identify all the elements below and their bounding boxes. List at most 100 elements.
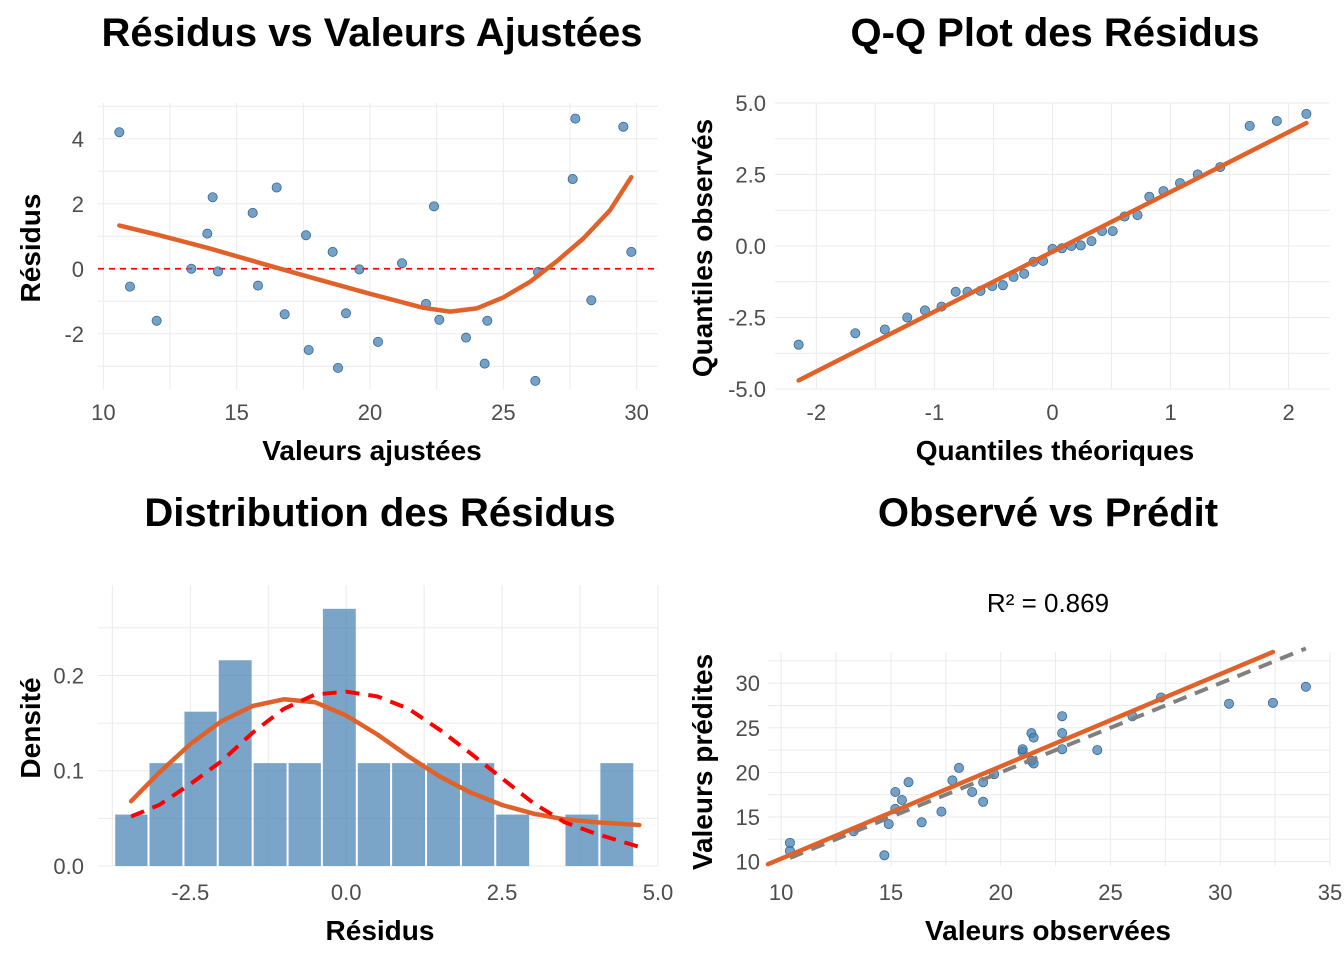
x-tick-label: 2: [1283, 400, 1295, 425]
x-tick-label: -2.5: [171, 880, 209, 905]
panel-residuals-vs-fitted: Résidus vs Valeurs Ajustées 10 15 20 25 30-2…: [15, 11, 658, 466]
data-point: [1057, 711, 1068, 722]
y-tick-label: 15: [736, 805, 760, 830]
panel-3-title: Distribution des Résidus: [144, 491, 615, 535]
panel-1-points: [114, 113, 637, 386]
data-point: [151, 315, 162, 326]
data-point: [978, 796, 989, 807]
data-point: [967, 786, 978, 797]
y-tick-label: 0.0: [53, 854, 84, 879]
panel-1-y-axis-label: Résidus: [15, 194, 46, 303]
panel-observed-vs-predicted: Observé vs Prédit R² = 0.869 10 15 20 25 30 3…: [687, 491, 1342, 946]
data-point: [252, 280, 263, 291]
panel-1-title: Résidus vs Valeurs Ajustées: [101, 11, 642, 55]
data-point: [879, 324, 890, 335]
data-point: [186, 263, 197, 274]
x-tick-label: 25: [1098, 880, 1122, 905]
data-point: [586, 295, 597, 306]
panel-3-lines: [128, 689, 642, 849]
data-point: [327, 246, 338, 257]
data-point: [279, 309, 290, 320]
x-tick-label: 10: [769, 880, 793, 905]
data-point: [916, 817, 927, 828]
panel-3-bars: [115, 608, 634, 866]
x-tick-label: 0: [1046, 400, 1058, 425]
data-point: [618, 121, 629, 132]
data-point: [271, 182, 282, 193]
x-tick-label: 15: [224, 400, 248, 425]
panel-4-points: [784, 681, 1311, 861]
x-tick-label: 10: [91, 400, 115, 425]
data-point: [1019, 268, 1030, 279]
y-tick-label: 30: [736, 671, 760, 696]
data-point: [396, 258, 407, 269]
y-tick-label: 20: [736, 760, 760, 785]
panel-1-x-axis-label: Valeurs ajustées: [262, 435, 481, 466]
data-point: [354, 264, 365, 275]
data-point: [1300, 681, 1311, 692]
y-tick-label: 0.0: [735, 234, 766, 259]
data-point: [850, 328, 861, 339]
x-tick-label: 30: [1208, 880, 1232, 905]
data-point: [303, 344, 314, 355]
panel-1-tick-labels: 10 15 20 25 30 -2 0 2 4: [64, 127, 648, 425]
x-tick-label: 1: [1164, 400, 1176, 425]
data-point: [202, 228, 213, 239]
data-point: [793, 339, 804, 350]
panel-4-x-axis-label: Valeurs observées: [925, 915, 1171, 946]
histogram-bar: [288, 763, 321, 866]
panel-2-title: Q-Q Plot des Résidus: [851, 11, 1260, 55]
x-tick-label: 35: [1318, 880, 1342, 905]
data-point: [1107, 226, 1118, 237]
histogram-bar: [149, 763, 183, 866]
y-tick-label: 25: [736, 716, 760, 741]
panel-4-grid: [768, 652, 1331, 866]
histogram-bar: [115, 814, 148, 866]
panel-4-title: Observé vs Prédit: [878, 491, 1218, 535]
data-point: [479, 358, 490, 369]
data-point: [247, 207, 258, 218]
data-point: [207, 192, 218, 203]
data-point: [896, 795, 907, 806]
data-point: [125, 281, 136, 292]
y-tick-label: 4: [72, 127, 84, 152]
y-tick-label: -2.5: [728, 306, 766, 331]
data-point: [1244, 120, 1255, 131]
x-tick-label: 2.5: [487, 880, 518, 905]
histogram-bar: [253, 763, 287, 866]
data-point: [879, 850, 890, 861]
x-tick-label: -2: [807, 400, 827, 425]
panel-4-lines: [765, 646, 1307, 867]
data-point: [340, 308, 351, 319]
data-point: [530, 375, 541, 386]
y-tick-label: 10: [736, 850, 760, 875]
data-point: [997, 280, 1008, 291]
smooth-trend-line: [117, 174, 634, 314]
data-point: [903, 777, 914, 788]
histogram-bar: [392, 763, 426, 866]
data-point: [1017, 744, 1028, 755]
data-point: [1092, 745, 1103, 756]
data-point: [1057, 744, 1068, 755]
x-tick-label: 15: [879, 880, 903, 905]
x-tick-label: 5.0: [643, 880, 674, 905]
y-tick-label: 0.2: [53, 663, 84, 688]
data-point: [626, 246, 637, 257]
data-point: [460, 332, 471, 343]
normal-density-curve: [130, 689, 640, 849]
data-point: [950, 286, 961, 297]
data-point: [1057, 728, 1068, 739]
kernel-density-curve: [128, 697, 642, 828]
data-point: [936, 806, 947, 817]
panel-residual-distribution: Distribution des Résidus -2.5 0.0 2.5 5.0 0.…: [15, 491, 673, 946]
data-point: [784, 837, 795, 848]
data-point: [567, 174, 578, 185]
histogram-bar: [496, 814, 530, 866]
panel-2-lines: [796, 120, 1309, 383]
panel-3-x-axis-label: Résidus: [326, 915, 435, 946]
panel-4-y-axis-label: Valeurs prédites: [687, 654, 718, 870]
data-point: [902, 312, 913, 323]
panel-3-tick-labels: -2.5 0.0 2.5 5.0 0.0 0.1 0.2: [53, 663, 673, 905]
data-point: [1086, 236, 1097, 247]
